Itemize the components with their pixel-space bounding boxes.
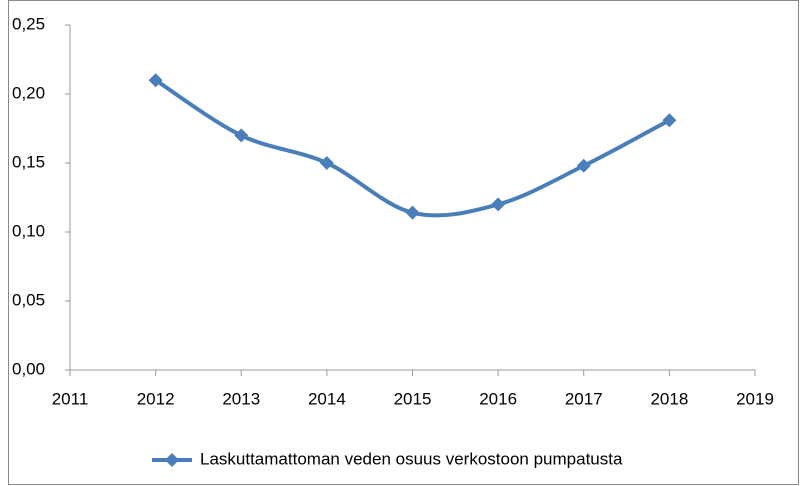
y-tick-label: 0,00 (12, 359, 45, 378)
data-marker (662, 113, 677, 128)
x-tick-label: 2015 (394, 389, 432, 408)
legend-marker (165, 453, 179, 467)
x-tick-label: 2016 (479, 389, 517, 408)
legend-label: Laskuttamattoman veden osuus verkostoon … (200, 449, 623, 468)
data-marker (491, 197, 506, 212)
x-tick-label: 2011 (52, 389, 89, 408)
data-marker (405, 205, 420, 220)
chart-border (8, 0, 799, 485)
y-tick-label: 0,15 (12, 152, 45, 171)
y-tick-label: 0,05 (12, 290, 45, 309)
series-line (154, 78, 671, 218)
y-tick-label: 0,10 (12, 221, 45, 240)
x-tick-label: 2014 (308, 389, 346, 408)
data-marker (234, 128, 249, 143)
x-tick-label: 2013 (222, 389, 260, 408)
x-tick-label: 2019 (736, 389, 774, 408)
y-tick-label: 0,25 (12, 14, 45, 33)
x-tick-label: 2012 (137, 389, 175, 408)
data-marker (576, 158, 591, 173)
data-marker (319, 156, 334, 170)
x-tick-label: 2018 (650, 389, 688, 408)
x-tick-label: 2017 (565, 389, 603, 408)
data-marker (148, 73, 163, 88)
y-tick-label: 0,20 (12, 83, 45, 102)
